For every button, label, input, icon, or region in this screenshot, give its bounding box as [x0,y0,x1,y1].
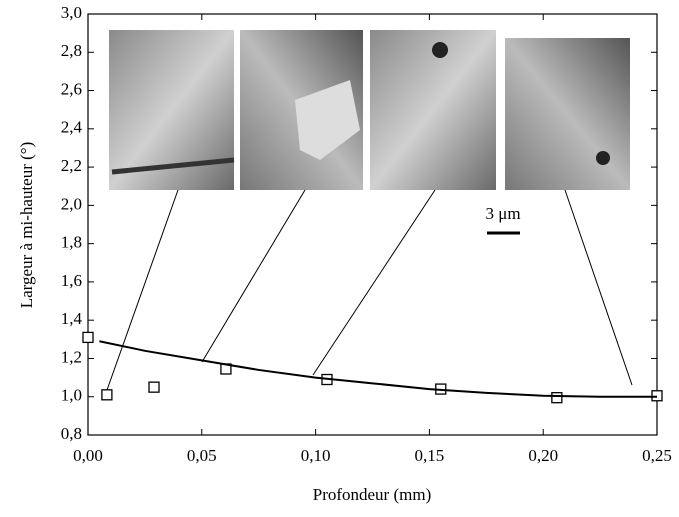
y-tick-label: 1,6 [61,271,82,290]
y-tick-label: 1,4 [61,309,83,328]
y-tick-label: 2,2 [61,156,82,175]
micrographs: 3 μm [106,30,633,391]
data-point [101,389,113,401]
texture [596,151,610,165]
y-tick-label: 1,8 [61,233,82,252]
scale-label: 3 μm [485,204,520,223]
texture [111,157,235,175]
y-tick-label: 0,8 [61,424,82,443]
y-tick-label: 2,8 [61,41,82,60]
leader-line [201,189,306,363]
x-tick-label: 0,10 [301,446,331,465]
data-point [82,331,94,344]
texture [432,42,448,58]
y-axis-label: Largeur à mi-hauteur (°) [17,142,36,309]
y-tick-label: 2,4 [61,118,83,137]
micrograph [370,30,496,190]
x-tick-label: 0,20 [528,446,558,465]
leader-line [312,189,436,376]
y-tick-label: 2,6 [61,79,82,98]
y-tick-label: 3,0 [61,3,82,22]
x-axis-label: Profondeur (mm) [313,485,432,504]
leader-line [564,189,633,386]
x-tick-label: 0,15 [415,446,445,465]
data-point [148,381,160,393]
y-tick-label: 1,2 [61,347,82,366]
plot-frame [87,13,658,436]
y-tick-label: 2,0 [61,194,82,213]
texture [295,80,360,160]
micrograph [505,38,630,190]
x-tick-label: 0,25 [642,446,672,465]
x-tick-label: 0,05 [187,446,217,465]
fit-line [99,340,657,398]
y-tick-label: 1,0 [61,386,82,405]
data-point [551,392,563,404]
x-tick-label: 0,00 [73,446,103,465]
leader-line [106,189,179,391]
